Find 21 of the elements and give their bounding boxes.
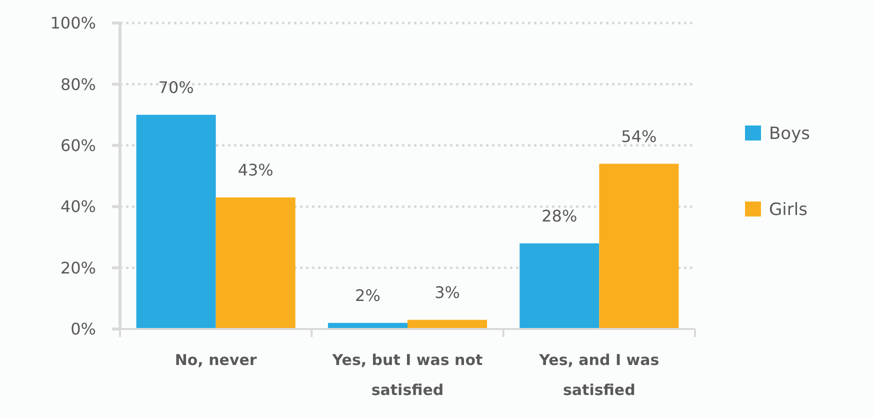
y-tick-label: 100% (50, 14, 96, 33)
x-tick-label: Yes, but I was not satisfied (331, 351, 483, 399)
bar (599, 164, 679, 329)
x-tick-label: No, never (174, 351, 258, 369)
legend-label: Boys (769, 124, 810, 144)
y-tick-label: 80% (60, 74, 96, 94)
x-tick-label: Yes, and I was satisfied (538, 351, 660, 399)
y-tick-label: 0% (70, 320, 96, 339)
data-label: 2% (355, 286, 380, 305)
bar (136, 114, 216, 329)
data-label: 3% (434, 282, 460, 302)
bar (520, 243, 600, 329)
data-label: 70% (158, 78, 194, 97)
data-label: 28% (542, 206, 578, 226)
y-tick-label: 60% (60, 136, 96, 155)
data-label: 54% (621, 126, 657, 146)
y-tick-label: 40% (60, 197, 96, 216)
data-label: 43% (238, 160, 274, 180)
bar (216, 197, 296, 329)
y-tick-label: 20% (60, 258, 96, 278)
legend-label: Girls (769, 200, 808, 220)
